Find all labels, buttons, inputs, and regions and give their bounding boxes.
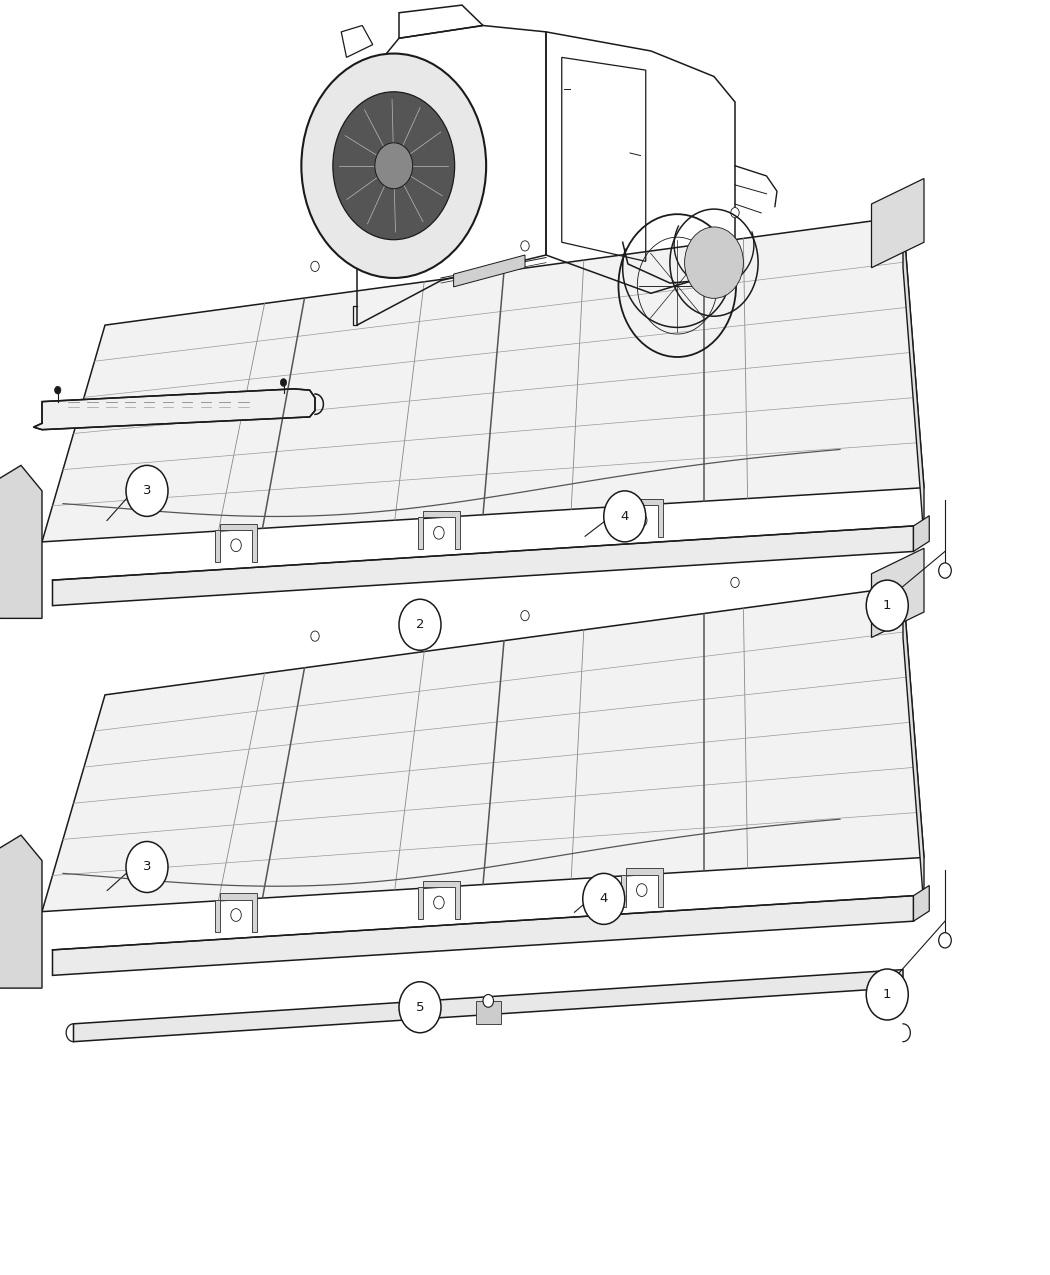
Polygon shape xyxy=(914,885,929,921)
Polygon shape xyxy=(914,516,929,552)
Circle shape xyxy=(301,54,486,278)
Text: 5: 5 xyxy=(416,1001,424,1014)
Circle shape xyxy=(311,261,319,272)
Circle shape xyxy=(434,527,444,539)
Circle shape xyxy=(685,227,743,298)
Polygon shape xyxy=(34,389,315,430)
Circle shape xyxy=(231,909,242,922)
Circle shape xyxy=(231,539,242,552)
Polygon shape xyxy=(454,255,525,287)
Polygon shape xyxy=(903,217,924,539)
Circle shape xyxy=(434,896,444,909)
Circle shape xyxy=(636,884,647,896)
Circle shape xyxy=(866,580,908,631)
Text: 4: 4 xyxy=(621,510,629,523)
Polygon shape xyxy=(42,586,924,912)
Polygon shape xyxy=(476,1001,501,1024)
Circle shape xyxy=(521,611,529,621)
Polygon shape xyxy=(872,548,924,638)
Text: 4: 4 xyxy=(600,892,608,905)
Circle shape xyxy=(583,873,625,924)
Circle shape xyxy=(55,386,61,394)
Polygon shape xyxy=(621,868,663,907)
Polygon shape xyxy=(903,586,924,908)
Circle shape xyxy=(604,491,646,542)
Circle shape xyxy=(939,933,951,949)
Polygon shape xyxy=(42,217,924,542)
Polygon shape xyxy=(74,969,903,1042)
Polygon shape xyxy=(0,465,42,618)
Polygon shape xyxy=(215,894,257,932)
Circle shape xyxy=(866,969,908,1020)
Circle shape xyxy=(399,599,441,650)
Polygon shape xyxy=(52,527,914,606)
Polygon shape xyxy=(418,511,460,550)
Circle shape xyxy=(483,994,493,1007)
Circle shape xyxy=(399,982,441,1033)
Text: 3: 3 xyxy=(143,861,151,873)
Polygon shape xyxy=(621,499,663,537)
Polygon shape xyxy=(418,881,460,919)
Circle shape xyxy=(126,465,168,516)
Circle shape xyxy=(939,564,951,579)
Polygon shape xyxy=(215,524,257,562)
Circle shape xyxy=(636,514,647,527)
Text: 1: 1 xyxy=(883,599,891,612)
Text: 3: 3 xyxy=(143,484,151,497)
Circle shape xyxy=(521,241,529,251)
Circle shape xyxy=(280,379,287,386)
Circle shape xyxy=(731,578,739,588)
Polygon shape xyxy=(872,179,924,268)
Circle shape xyxy=(375,143,413,189)
Polygon shape xyxy=(0,835,42,988)
Circle shape xyxy=(311,631,319,641)
Text: 2: 2 xyxy=(416,618,424,631)
Text: 1: 1 xyxy=(883,988,891,1001)
Circle shape xyxy=(126,842,168,892)
Circle shape xyxy=(333,92,455,240)
Circle shape xyxy=(731,208,739,218)
Polygon shape xyxy=(52,895,914,975)
